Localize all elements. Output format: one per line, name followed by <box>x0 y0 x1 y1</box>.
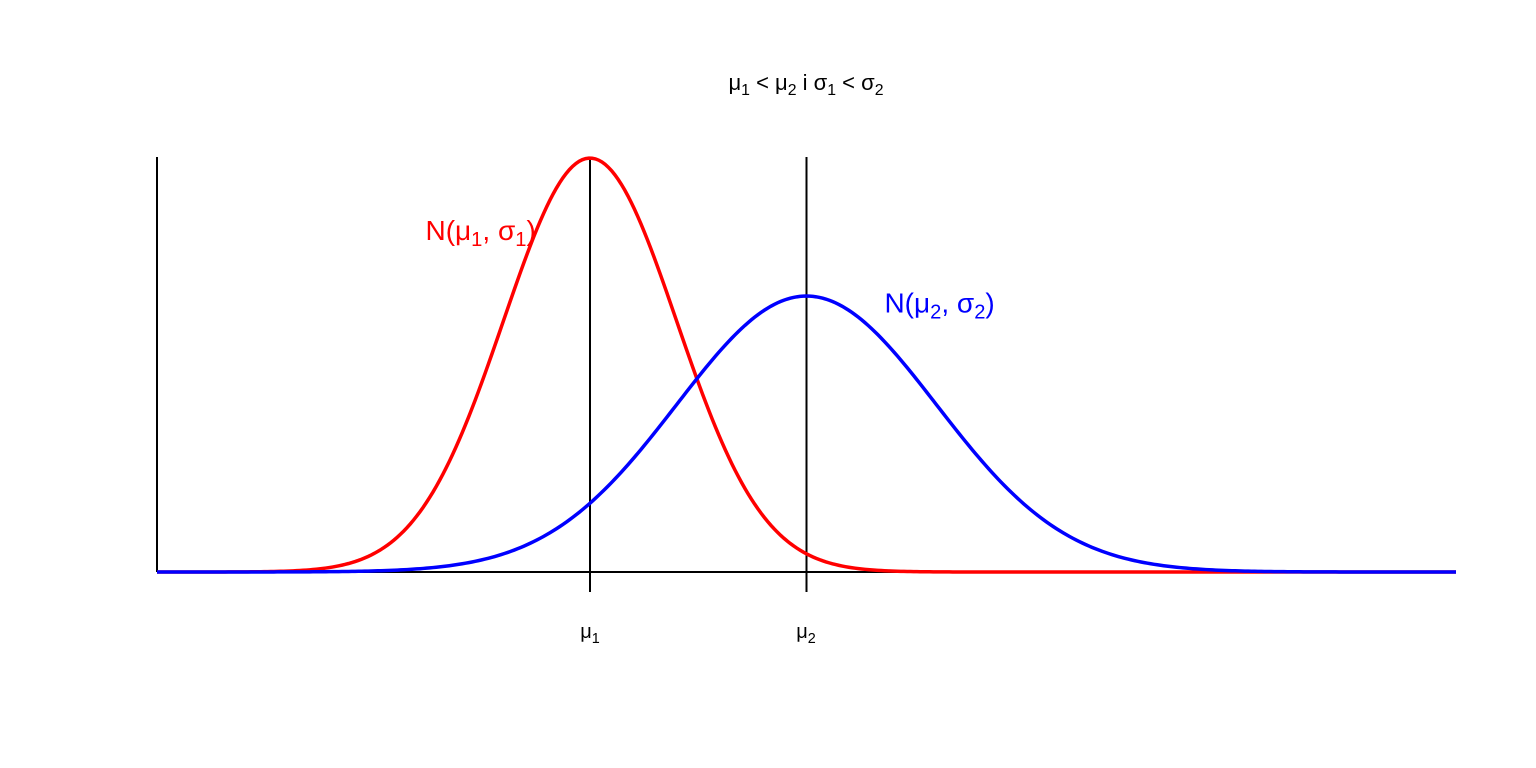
x-tick-label-mu2: μ2 <box>796 621 816 647</box>
series-label-blue: N(μ2, σ2) <box>884 288 994 324</box>
density-curve-2 <box>157 294 1456 574</box>
density-curves <box>157 156 1456 574</box>
series-label-red: N(μ1, σ1) <box>425 215 535 251</box>
x-tick-label-mu1: μ1 <box>580 621 600 647</box>
chart-title: μ1 < μ2 i σ1 < σ2 <box>728 70 883 99</box>
